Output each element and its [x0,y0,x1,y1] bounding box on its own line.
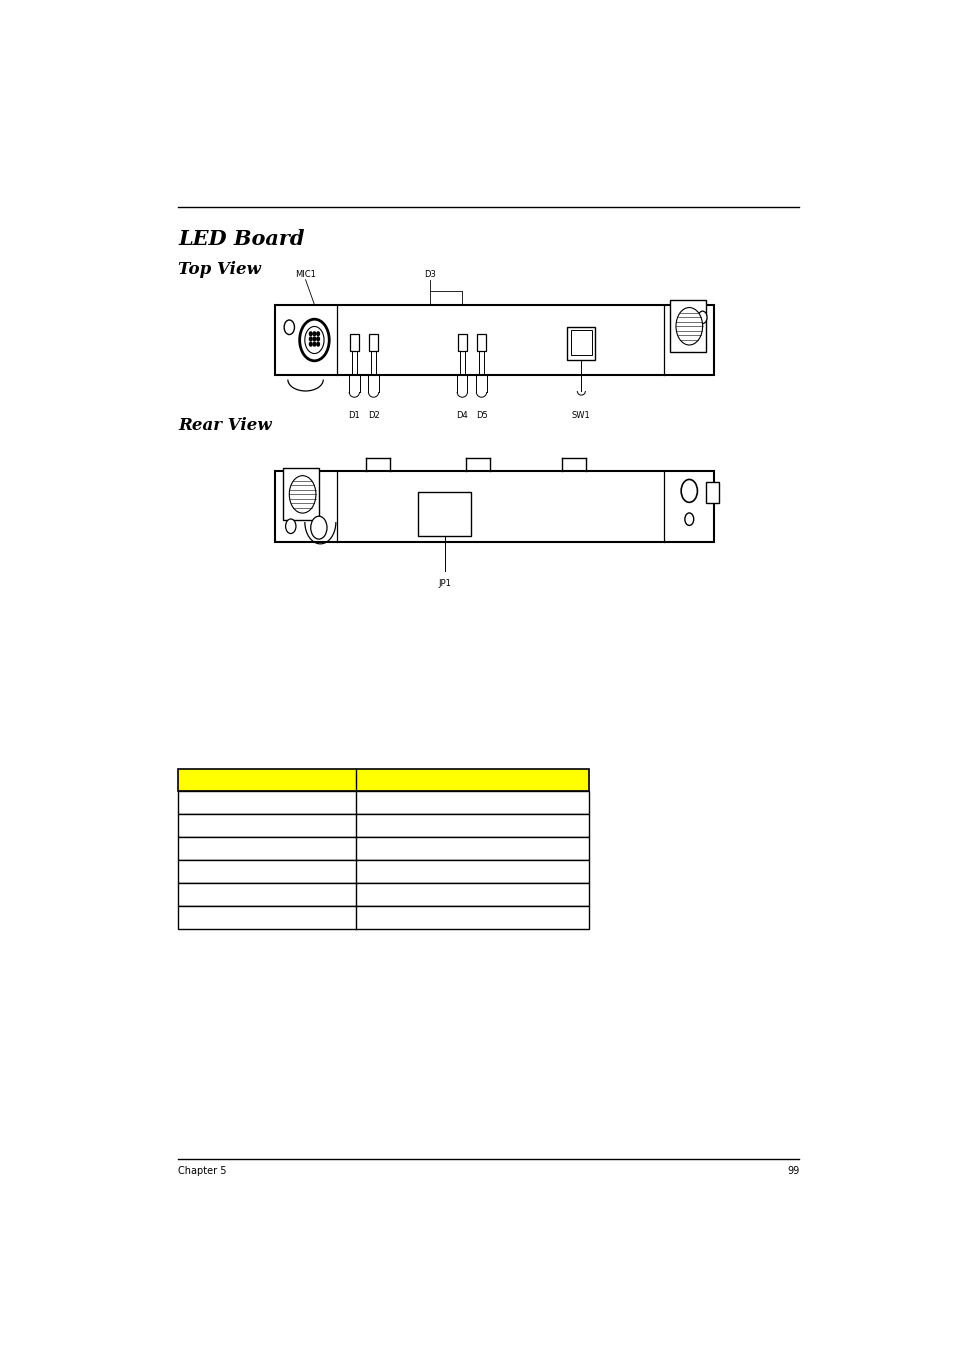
Bar [350,334,358,351]
Bar [274,304,714,376]
Text: Battery Status LED: Battery Status LED [360,889,459,900]
Text: 99: 99 [786,1166,799,1175]
Text: Rear View: Rear View [178,417,272,434]
Bar [369,334,377,351]
Text: D5: D5 [476,411,487,420]
Circle shape [285,519,295,534]
Text: Internal Microphone: Internal Microphone [360,912,465,923]
Circle shape [676,308,701,345]
Text: D1: D1 [348,411,360,420]
Circle shape [313,332,315,335]
Bar [274,471,714,542]
Text: MIC1: MIC1 [294,270,315,278]
Text: D3: D3 [423,270,436,278]
Bar [571,330,591,354]
Circle shape [311,516,327,539]
Bar [417,493,471,536]
Circle shape [316,332,319,335]
Circle shape [698,311,706,324]
Bar [178,769,588,792]
Circle shape [284,320,294,335]
Circle shape [680,480,697,503]
Text: Arcade Bottom: Arcade Bottom [360,798,438,808]
Bar [178,884,588,907]
Text: JP1: JP1 [183,821,199,831]
Text: SW1: SW1 [183,798,207,808]
Text: D3: D3 [183,866,198,877]
Bar [178,838,588,861]
Circle shape [313,342,315,346]
Text: Description: Description [436,775,508,785]
Bar [178,861,588,884]
Circle shape [684,513,693,526]
Text: MIC1: MIC1 [183,912,210,923]
Text: D4: D4 [456,411,468,420]
Bar [178,815,588,838]
Text: To T/P Board Connector: To T/P Board Connector [360,821,482,831]
Text: JP1: JP1 [437,580,451,588]
Text: SW1: SW1 [572,411,590,420]
Circle shape [289,476,315,513]
Text: Top View: Top View [178,261,261,278]
Circle shape [309,342,312,346]
Circle shape [309,338,312,340]
Bar [669,300,705,353]
Circle shape [299,319,329,361]
Text: Power Status LED: Power Status LED [360,843,452,854]
Circle shape [316,342,319,346]
Text: D4/D5: D4/D5 [183,889,216,900]
Text: D2: D2 [367,411,379,420]
Circle shape [316,338,319,340]
Text: Chapter 5: Chapter 5 [178,1166,227,1175]
Circle shape [309,332,312,335]
Text: Activity LED: Activity LED [360,866,423,877]
Text: D1/D2: D1/D2 [183,843,216,854]
Text: Item: Item [253,775,281,785]
Circle shape [313,338,315,340]
Bar [457,334,466,351]
Bar [476,334,485,351]
Bar [178,907,588,928]
Bar [567,327,595,359]
Circle shape [305,327,324,354]
Bar [178,792,588,815]
Bar [705,482,719,503]
Bar [283,469,318,520]
Text: LED Board: LED Board [178,228,305,249]
